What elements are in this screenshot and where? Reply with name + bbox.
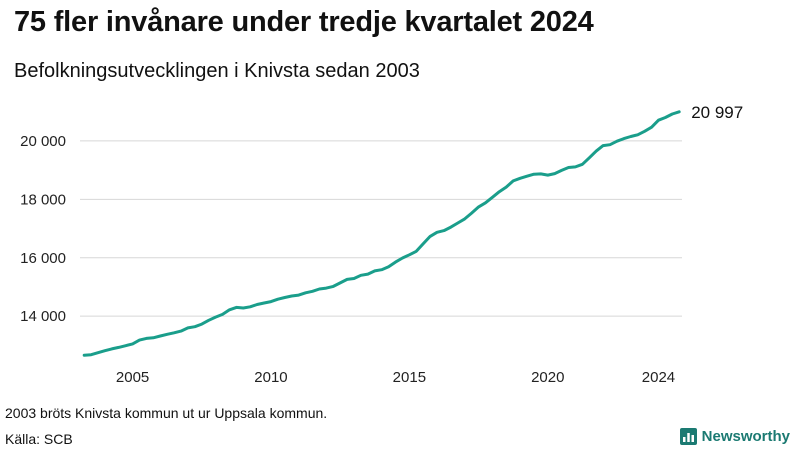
- brand-name: Newsworthy: [701, 428, 790, 445]
- x-tick-label: 2010: [254, 369, 287, 386]
- y-axis-ticks: 14 000 16 000 18 000 20 000: [20, 133, 66, 325]
- x-tick-label: 2005: [116, 369, 149, 386]
- y-tick-label: 18 000: [20, 191, 66, 208]
- footnote: 2003 bröts Knivsta kommun ut ur Uppsala …: [5, 405, 328, 421]
- end-value-label: 20 997: [691, 103, 743, 122]
- x-tick-label: 2015: [393, 369, 426, 386]
- chart-logo-icon: [679, 428, 697, 445]
- y-tick-label: 16 000: [20, 250, 66, 267]
- series-line-population: [82, 110, 681, 357]
- line-chart: 14 000 16 000 18 000 20 000 2005 2010 2015 202…: [20, 103, 743, 386]
- gridlines: [80, 140, 682, 317]
- series-layer: 20 997: [82, 103, 743, 357]
- x-tick-label: 2020: [531, 369, 564, 386]
- chart-title: 75 fler invånare under tredje kvartalet …: [14, 6, 594, 38]
- y-tick-label: 20 000: [20, 133, 66, 150]
- y-tick-label: 14 000: [20, 308, 66, 325]
- x-axis-ticks: 2005 2010 2015 2020 2024: [116, 369, 675, 386]
- newsworthy-logo[interactable]: Newsworthy: [679, 428, 790, 445]
- chart-subtitle: Befolkningsutvecklingen i Knivsta sedan …: [14, 60, 420, 82]
- source-note: Källa: SCB: [5, 431, 73, 447]
- x-tick-label: 2024: [642, 369, 675, 386]
